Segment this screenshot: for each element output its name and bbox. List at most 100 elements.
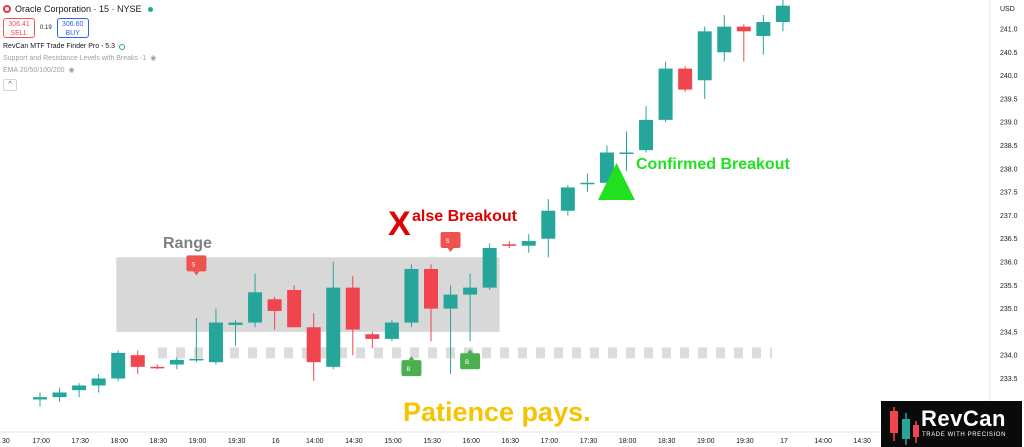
- candle-body: [365, 334, 380, 339]
- grid: [0, 0, 990, 432]
- candle-body: [208, 322, 223, 363]
- annotations: Range X alse Breakout Confirmed Breakout Pat…: [163, 156, 790, 427]
- x-tick-label: 16:30: [502, 438, 520, 445]
- y-tick-label: 237.5: [1000, 190, 1018, 197]
- plot-area: [0, 0, 990, 432]
- x-tick-label: 17:00: [541, 438, 559, 445]
- chart-legend: Oracle Corporation · 15 · NYSE 306.41 SE…: [3, 2, 156, 91]
- candle-body: [248, 292, 263, 323]
- signal-pointer: [193, 271, 200, 276]
- x-tick-label: 15:00: [384, 438, 402, 445]
- candle-body: [580, 182, 595, 185]
- candle-body: [384, 322, 399, 339]
- false-breakout-x-icon: X: [388, 205, 411, 243]
- candle-body: [404, 268, 419, 323]
- candle-body: [326, 287, 341, 367]
- y-tick-label: 234.0: [1000, 353, 1018, 360]
- x-tick-label: 19:00: [189, 438, 207, 445]
- x-tick-label: 19:00: [697, 438, 715, 445]
- x-tick-label: 14:00: [814, 438, 832, 445]
- candle-body: [33, 397, 47, 400]
- signal-pointer: [447, 248, 454, 253]
- y-tick-label: 240.0: [1000, 73, 1018, 80]
- y-tick-label: 241.0: [1000, 27, 1018, 34]
- indicator-revcan[interactable]: RevCan MTF Trade Finder Pro - 5.3: [3, 41, 156, 53]
- candle-body: [463, 287, 478, 295]
- signal-pointer: [408, 356, 415, 361]
- signal-badge-box: [440, 232, 461, 249]
- candle-body: [541, 210, 556, 239]
- candle-body: [345, 287, 360, 330]
- candle-body: [619, 152, 634, 154]
- x-tick-label: 18:00: [111, 438, 129, 445]
- trade-buttons: 306.41 SELL 0.19 306.60 BUY: [3, 18, 156, 38]
- y-tick-label: 236.5: [1000, 236, 1018, 243]
- indicator-ema[interactable]: EMA 20/50/100/200 ◉: [3, 65, 156, 77]
- y-tick-label: 238.5: [1000, 143, 1018, 150]
- range-label: Range: [163, 235, 212, 252]
- indicator-label: RevCan MTF Trade Finder Pro - 5.3: [3, 43, 116, 50]
- y-tick-label: 240.5: [1000, 50, 1018, 57]
- signal-pointer: [467, 349, 474, 354]
- indicator-label: Support and Resistance Levels with Break…: [3, 55, 147, 62]
- sell-signal-badge: S: [440, 232, 461, 253]
- candle-body: [72, 385, 87, 391]
- signal-label: S: [446, 239, 450, 245]
- candle-body: [717, 26, 732, 53]
- y-tick-label: 236.0: [1000, 260, 1018, 267]
- spread-value: 0.19: [40, 25, 52, 31]
- y-tick-label: 235.0: [1000, 306, 1018, 313]
- price-axis[interactable]: USD 241.0 240.5 240.0 239.5 239.0 238.5 238.0 23…: [989, 0, 1018, 447]
- patience-caption: Patience pays.: [403, 397, 591, 427]
- candle-body: [267, 299, 282, 311]
- currency-label: USD: [1000, 6, 1015, 13]
- collapse-legend-button[interactable]: ^: [3, 79, 17, 91]
- x-tick-label: 14:30: [853, 438, 871, 445]
- candle-body: [424, 268, 438, 309]
- x-tick-label: 17: [780, 438, 788, 445]
- false-breakout-label: alse Breakout: [412, 208, 518, 225]
- y-tick-label: 233.5: [1000, 376, 1018, 383]
- y-tick-label: 234.5: [1000, 329, 1018, 336]
- buy-signal-badge: B: [460, 349, 481, 370]
- candle-body: [150, 366, 165, 369]
- candle-body: [52, 392, 67, 398]
- candle-body: [228, 322, 243, 325]
- x-tick-label: 16:00: [462, 438, 480, 445]
- y-tick-label: 239.5: [1000, 96, 1018, 103]
- x-tick-label: 19:30: [736, 438, 754, 445]
- candle-body: [482, 248, 497, 288]
- candle-body: [189, 358, 204, 361]
- candles-logo-icon: [890, 407, 919, 445]
- candle-body: [502, 244, 517, 246]
- candle-body: [639, 119, 654, 151]
- x-tick-label: 18:30: [658, 438, 676, 445]
- signal-badge-box: [460, 353, 481, 370]
- candle-body: [756, 22, 771, 36]
- candle-body: [560, 187, 575, 211]
- market-open-icon: [147, 6, 153, 12]
- x-tick-label: 30: [2, 438, 10, 445]
- sell-signal-badge: S: [186, 255, 207, 276]
- candle-body: [443, 294, 458, 309]
- y-tick-label: 239.0: [1000, 120, 1018, 127]
- candles: [33, 0, 790, 407]
- symbol-row[interactable]: Oracle Corporation · 15 · NYSE: [3, 2, 156, 16]
- sell-button[interactable]: 306.41 SELL: [3, 18, 35, 38]
- time-axis[interactable]: 30 17:00 17:30 18:00 18:30 19:00 19:30 16 14:00 1…: [0, 431, 990, 445]
- symbol-title: Oracle Corporation · 15 · NYSE: [15, 4, 142, 14]
- indicator-sr-levels[interactable]: Support and Resistance Levels with Break…: [3, 53, 156, 65]
- buy-button[interactable]: 306.60 BUY: [56, 18, 89, 38]
- candle-body: [169, 359, 184, 365]
- candle-body: [736, 26, 751, 32]
- brand-name: RevCan: [921, 406, 1006, 431]
- buy-price: 306.60: [61, 21, 84, 28]
- oracle-logo-icon: [3, 5, 11, 13]
- x-tick-label: 17:00: [32, 438, 50, 445]
- candle-body: [130, 355, 145, 367]
- revcan-brand-logo: RevCan TRADE WITH PRECISION: [881, 401, 1022, 447]
- eye-icon[interactable]: ◉: [150, 55, 157, 62]
- eye-icon[interactable]: ◉: [68, 67, 75, 74]
